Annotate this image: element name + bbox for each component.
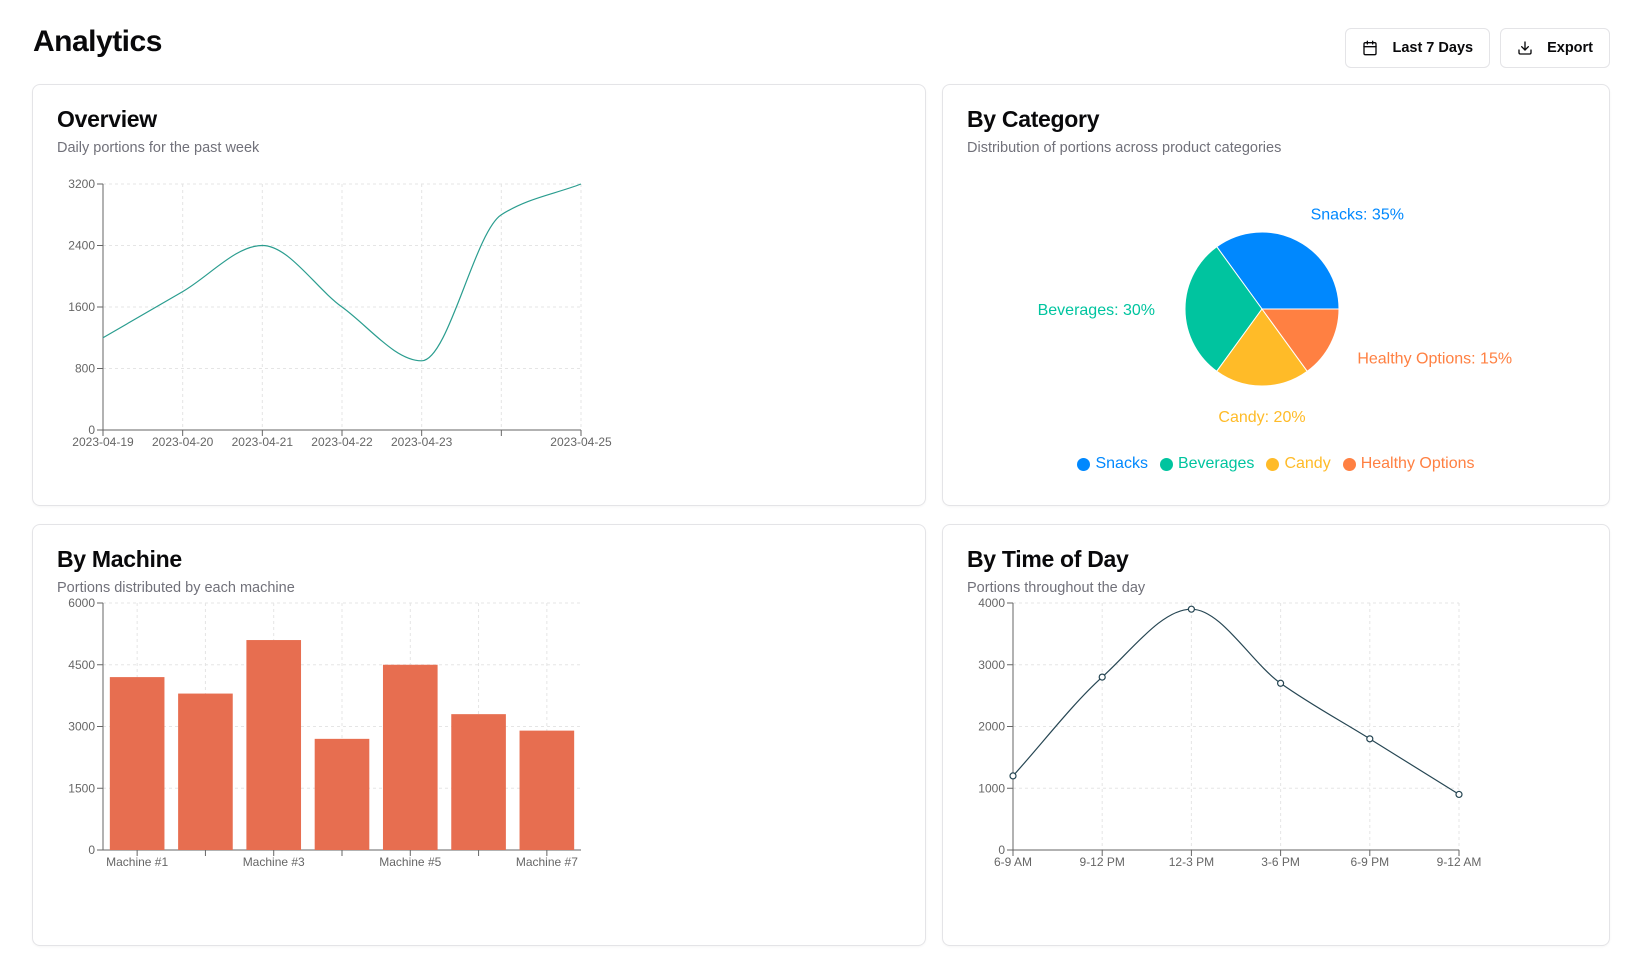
pie-slice-candy	[1216, 308, 1308, 387]
machine-bar-4	[314, 738, 370, 850]
export-button[interactable]: Export	[1500, 28, 1610, 68]
legend-item-beverages: Beverages	[1159, 455, 1255, 473]
overview-card: Overview Daily portions for the past wee…	[32, 84, 926, 506]
x-tick-label-2: 2023-04-21	[232, 435, 294, 449]
calendar-icon	[1362, 40, 1378, 56]
x-tick-label-4: 6-9 PM	[1350, 855, 1389, 869]
pie-slice-snacks	[1216, 231, 1340, 310]
overview-series-line	[102, 183, 582, 362]
time-of-day-point-2	[1187, 605, 1195, 613]
legend-dot-beverages	[1159, 457, 1173, 471]
y-tick-label-3: 4500	[68, 658, 95, 672]
y-tick-label-1: 1000	[978, 781, 1005, 795]
legend-label-beverages: Beverages	[1177, 455, 1255, 472]
pie-label-healthy-options: Healthy Options: 15%	[1357, 351, 1512, 368]
x-tick-label-4: 2023-04-23	[391, 435, 453, 449]
y-tick-label-4: 6000	[68, 596, 95, 610]
page-title: Analytics	[33, 25, 162, 58]
time-of-day-point-3	[1277, 679, 1285, 687]
machine-description: Portions distributed by each machine	[57, 580, 295, 596]
date-range-label: Last 7 Days	[1392, 40, 1474, 56]
y-tick-label-3: 3000	[978, 658, 1005, 672]
pie-label-snacks: Snacks: 35%	[1311, 207, 1404, 224]
category-pie-chart: Snacks: 35% Beverages: 30% Candy: 20% Healt…	[1038, 207, 1512, 426]
machine-bar-6	[451, 714, 506, 850]
x-tick-label-1: 9-12 PM	[1080, 855, 1125, 869]
x-tick-label-5: 9-12 AM	[1437, 855, 1482, 869]
machine-title: By Machine	[57, 546, 182, 572]
category-description: Distribution of portions across product …	[967, 140, 1282, 156]
y-tick-label-4: 3200	[68, 177, 95, 191]
y-tick-label-0: 0	[88, 843, 95, 857]
x-tick-label-4: Machine #5	[379, 855, 441, 869]
legend-label-candy: Candy	[1284, 455, 1331, 472]
machine-bar-2	[178, 693, 233, 850]
x-tick-label-6: 2023-04-25	[550, 435, 612, 449]
date-range-button[interactable]: Last 7 Days	[1345, 28, 1491, 68]
x-tick-label-6: Machine #7	[516, 855, 578, 869]
time-of-day-series-line	[1012, 608, 1460, 795]
machine-bar-7	[519, 730, 575, 850]
machine-card: By Machine Portions distributed by each …	[32, 524, 926, 946]
x-tick-label-2: 12-3 PM	[1169, 855, 1214, 869]
pie-slice-healthy-options	[1261, 308, 1340, 372]
time-of-day-point-1	[1098, 673, 1106, 681]
x-tick-label-0: 6-9 AM	[994, 855, 1032, 869]
toolbar: Last 7 Days Export	[1345, 28, 1610, 68]
download-icon	[1517, 40, 1533, 56]
x-tick-label-1: 2023-04-20	[152, 435, 214, 449]
category-legend: Snacks Beverages Candy Healthy Options	[943, 455, 1609, 473]
legend-dot-healthy-options	[1342, 457, 1356, 471]
export-label: Export	[1547, 40, 1593, 56]
x-tick-label-3: 3-6 PM	[1261, 855, 1300, 869]
time-of-day-point-4	[1366, 735, 1374, 743]
machine-bar-chart: 0 1500 3000 4500 6000 Machine #1 Machine #3 Mac…	[68, 596, 581, 869]
y-tick-label-2: 2000	[978, 720, 1005, 734]
y-tick-label-2: 1600	[68, 300, 95, 314]
time-of-day-point-5	[1455, 790, 1463, 799]
legend-dot-candy	[1266, 457, 1280, 471]
category-card: By Category Distribution of portions acr…	[942, 84, 1610, 506]
pie-label-candy: Candy: 20%	[1218, 409, 1305, 426]
x-tick-label-0: 2023-04-19	[72, 435, 134, 449]
time-of-day-point-0	[1009, 772, 1017, 780]
time-of-day-line-chart: 0 1000 2000 3000 4000 6-9 AM 9-12 PM 12-3 PM 3-6…	[978, 596, 1482, 869]
x-tick-label-3: 2023-04-22	[311, 435, 373, 449]
category-title: By Category	[967, 106, 1100, 132]
time-of-day-card: By Time of Day Portions throughout the d…	[942, 524, 1610, 946]
pie-label-beverages: Beverages: 30%	[1038, 302, 1155, 319]
y-tick-label-0: 0	[88, 423, 95, 437]
legend-dot-snacks	[1077, 457, 1091, 471]
machine-bar-5	[382, 664, 438, 850]
legend-item-healthy-options: Healthy Options	[1342, 455, 1475, 473]
time-of-day-description: Portions throughout the day	[967, 580, 1146, 596]
legend-item-snacks: Snacks	[1077, 455, 1148, 473]
y-tick-label-3: 2400	[68, 239, 95, 253]
legend-item-candy: Candy	[1266, 455, 1331, 473]
y-tick-label-0: 0	[998, 843, 1005, 857]
machine-bar-1	[109, 677, 165, 850]
y-tick-label-1: 1500	[68, 781, 95, 795]
overview-title: Overview	[57, 106, 157, 132]
y-tick-label-1: 800	[75, 362, 95, 376]
x-tick-label-0: Machine #1	[106, 855, 168, 869]
y-tick-label-4: 4000	[978, 596, 1005, 610]
time-of-day-title: By Time of Day	[967, 546, 1129, 572]
legend-label-snacks: Snacks	[1095, 455, 1148, 472]
machine-bar-3	[246, 640, 302, 850]
y-tick-label-2: 3000	[68, 720, 95, 734]
overview-line-chart: 0 800 1600 2400 3200 2023-04-19 2023-04-20 2023…	[68, 177, 612, 449]
legend-label-healthy-options: Healthy Options	[1360, 455, 1475, 472]
pie-slice-beverages	[1184, 246, 1263, 372]
x-tick-label-2: Machine #3	[243, 855, 305, 869]
overview-description: Daily portions for the past week	[57, 140, 260, 156]
